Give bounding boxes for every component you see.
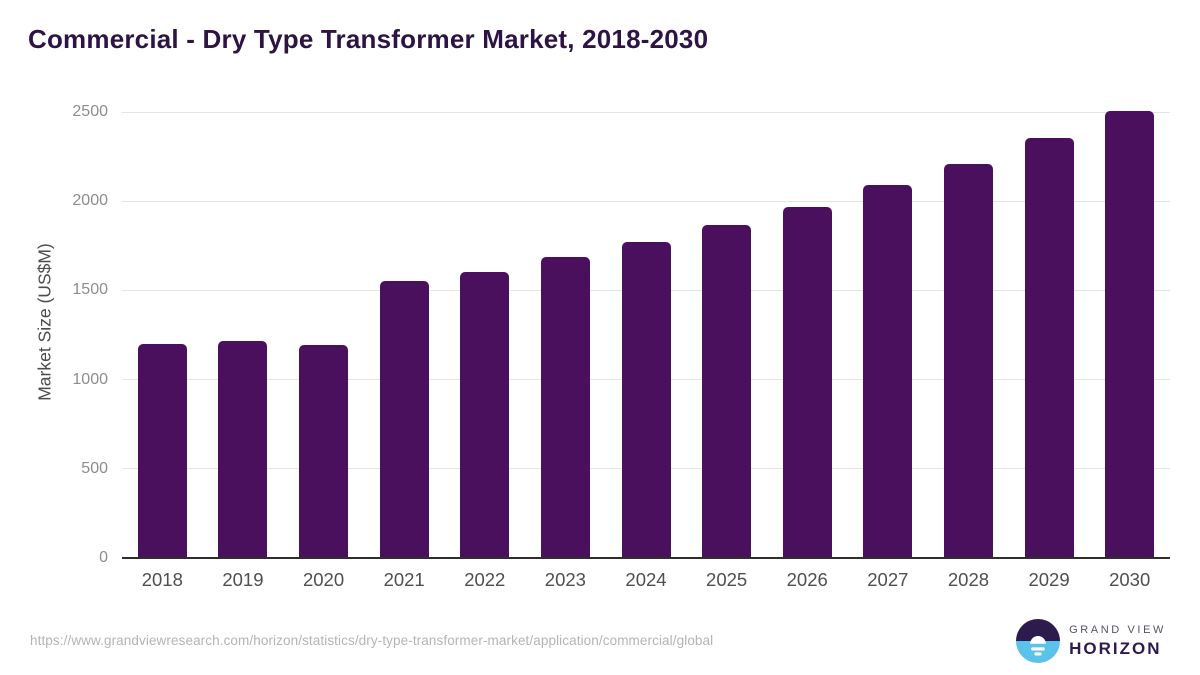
- x-tick-label-2019: 2019: [222, 569, 264, 590]
- horizon-sunrise-icon: [1016, 619, 1061, 663]
- x-tick-label-2020: 2020: [302, 569, 345, 590]
- x-axis-line: [122, 557, 1170, 559]
- bar-2027: [863, 185, 913, 558]
- y-tick-label-0: 0: [99, 549, 108, 566]
- bar-2020: [299, 344, 349, 558]
- grandview-horizon-logo: GRAND VIEW HORIZON: [1016, 619, 1166, 663]
- bar-2028: [943, 163, 993, 558]
- x-tick-label-2021: 2021: [383, 569, 425, 590]
- y-tick-label-2000: 2000: [72, 192, 108, 210]
- y-tick-label-2500: 2500: [72, 103, 108, 120]
- x-tick-label-2025: 2025: [706, 569, 748, 590]
- gridline-2500: [122, 111, 1170, 113]
- logo-icon-top-half: [1016, 619, 1061, 641]
- bar-2026: [782, 206, 832, 558]
- x-tick-label-2018: 2018: [141, 569, 183, 590]
- logo-product-name: HORIZON: [1069, 638, 1162, 658]
- bar-2021: [379, 281, 429, 558]
- bar-2019: [218, 341, 268, 558]
- x-tick-label-2029: 2029: [1028, 569, 1070, 590]
- chart-title: Commercial - Dry Type Transformer Market…: [28, 24, 709, 54]
- x-tick-label-2023: 2023: [544, 569, 586, 590]
- logo-icon-reflection-line-2: [1034, 652, 1042, 656]
- x-tick-label-2024: 2024: [625, 569, 667, 590]
- logo-text: GRAND VIEW HORIZON: [1069, 624, 1166, 659]
- bar-2029: [1024, 137, 1074, 558]
- bar-2030: [1105, 111, 1155, 558]
- bar-2025: [702, 225, 752, 558]
- gridline-2000: [122, 200, 1170, 202]
- y-tick-label-1000: 1000: [72, 370, 108, 388]
- x-tick-label-2027: 2027: [867, 569, 909, 590]
- x-tick-label-2022: 2022: [464, 569, 506, 590]
- y-tick-label-500: 500: [81, 459, 108, 477]
- source-url: https://www.grandviewresearch.com/horizo…: [30, 633, 714, 648]
- bar-2022: [460, 271, 510, 558]
- y-tick-label-1500: 1500: [72, 281, 108, 299]
- logo-icon-bottom-half: [1016, 641, 1061, 663]
- logo-icon-reflection-line-1: [1031, 647, 1045, 651]
- x-tick-label-2026: 2026: [786, 569, 828, 590]
- x-tick-label-2028: 2028: [947, 569, 990, 590]
- x-tick-label-2030: 2030: [1109, 569, 1151, 590]
- logo-icon-sun-dome: [1030, 635, 1046, 644]
- logo-brand-name: GRAND VIEW: [1069, 623, 1166, 636]
- bar-2024: [621, 242, 671, 558]
- bar-2023: [540, 257, 590, 558]
- bar-2018: [137, 343, 187, 558]
